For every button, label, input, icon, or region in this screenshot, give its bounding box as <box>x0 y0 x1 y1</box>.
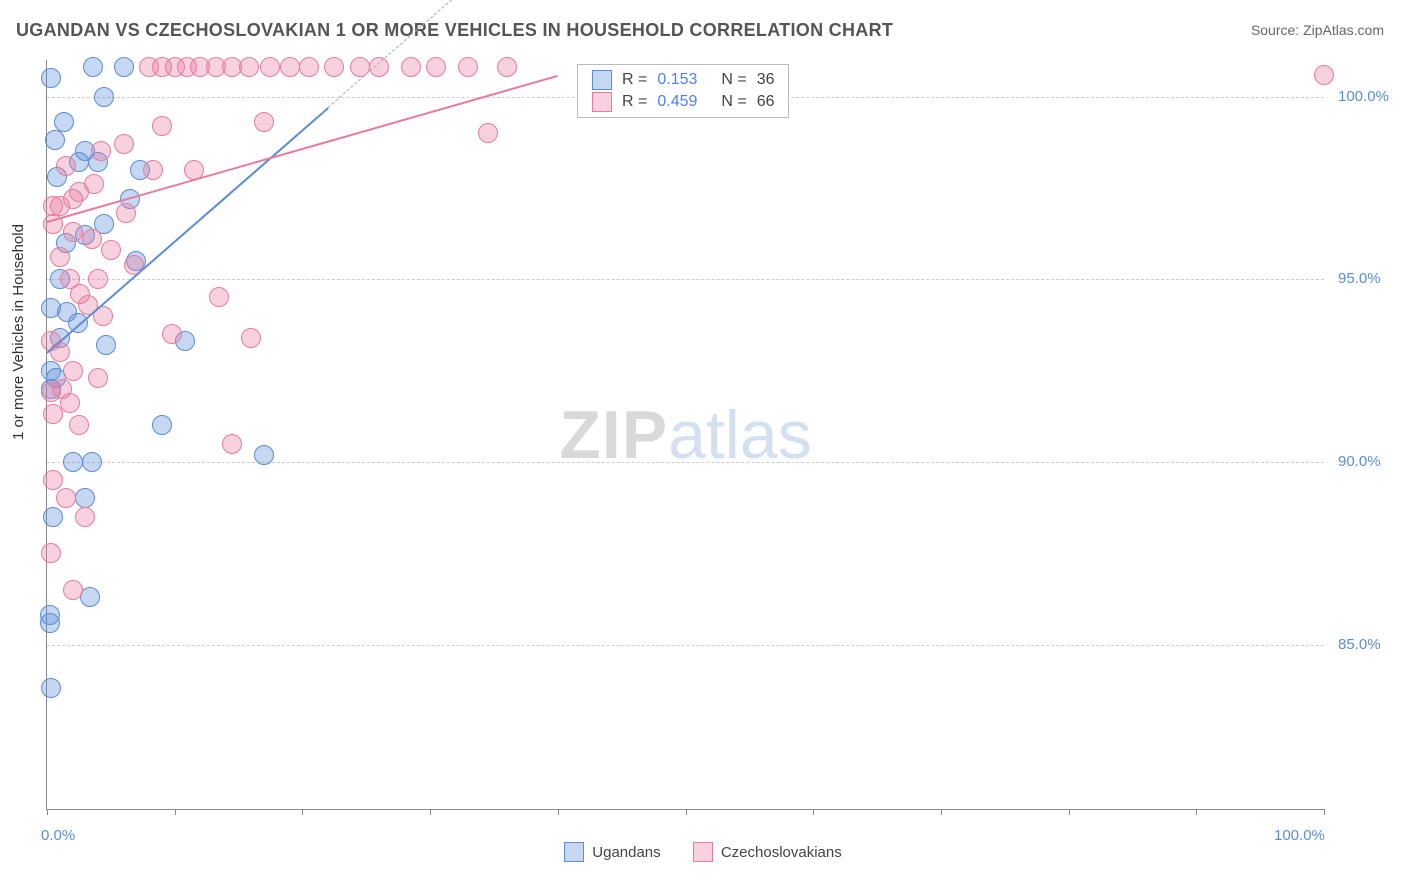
data-point <box>84 174 104 194</box>
data-point <box>241 328 261 348</box>
legend-label-ugandans: Ugandans <box>592 844 660 861</box>
data-point <box>152 116 172 136</box>
data-point <box>350 57 370 77</box>
xtick <box>558 809 559 815</box>
n-label: N = <box>721 71 746 89</box>
data-point <box>41 543 61 563</box>
data-point <box>222 434 242 454</box>
legend-item-ugandans: Ugandans <box>564 842 660 862</box>
swatch-icon <box>592 92 612 112</box>
xtick <box>1196 809 1197 815</box>
r-value: 0.153 <box>657 71 711 89</box>
xtick <box>175 809 176 815</box>
data-point <box>116 203 136 223</box>
data-point <box>82 229 102 249</box>
data-point <box>152 415 172 435</box>
data-point <box>426 57 446 77</box>
data-point <box>497 57 517 77</box>
scatter-plot: ZIPatlas 85.0%90.0%95.0%100.0%0.0%100.0%… <box>46 60 1324 810</box>
data-point <box>43 507 63 527</box>
stats-legend: R = 0.153 N = 36 R = 0.459 N = 66 <box>577 64 789 118</box>
swatch-icon <box>592 70 612 90</box>
gridline <box>47 462 1324 463</box>
xtick <box>941 809 942 815</box>
r-label: R = <box>622 93 647 111</box>
data-point <box>45 130 65 150</box>
data-point <box>88 368 108 388</box>
data-point <box>478 123 498 143</box>
trend-line <box>328 0 559 108</box>
data-point <box>56 488 76 508</box>
r-label: R = <box>622 71 647 89</box>
data-point <box>41 382 61 402</box>
data-point <box>54 112 74 132</box>
r-value: 0.459 <box>657 93 711 111</box>
data-point <box>401 57 421 77</box>
stats-legend-row: R = 0.459 N = 66 <box>578 91 788 113</box>
ytick-label: 95.0% <box>1338 270 1381 287</box>
data-point <box>75 507 95 527</box>
xtick <box>302 809 303 815</box>
series-legend: Ugandans Czechoslovakians <box>0 842 1406 866</box>
xtick <box>47 809 48 815</box>
source-label: Source: ZipAtlas.com <box>1251 22 1384 38</box>
data-point <box>69 415 89 435</box>
n-value: 66 <box>757 93 775 111</box>
data-point <box>101 240 121 260</box>
data-point <box>63 222 83 242</box>
legend-item-czech: Czechoslovakians <box>693 842 842 862</box>
legend-label-czech: Czechoslovakians <box>721 844 842 861</box>
data-point <box>91 141 111 161</box>
n-value: 36 <box>757 71 775 89</box>
ytick-label: 100.0% <box>1338 88 1389 105</box>
data-point <box>56 156 76 176</box>
data-point <box>41 68 61 88</box>
data-point <box>254 112 274 132</box>
swatch-czech <box>693 842 713 862</box>
data-point <box>43 470 63 490</box>
data-point <box>80 587 100 607</box>
data-point <box>254 445 274 465</box>
chart-title: UGANDAN VS CZECHOSLOVAKIAN 1 OR MORE VEH… <box>16 20 893 41</box>
data-point <box>60 393 80 413</box>
data-point <box>324 57 344 77</box>
stats-legend-row: R = 0.153 N = 36 <box>578 69 788 91</box>
data-point <box>458 57 478 77</box>
data-point <box>260 57 280 77</box>
data-point <box>114 57 134 77</box>
gridline <box>47 645 1324 646</box>
data-point <box>40 613 60 633</box>
data-point <box>63 361 83 381</box>
ytick-label: 85.0% <box>1338 636 1381 653</box>
data-point <box>83 57 103 77</box>
data-point <box>280 57 300 77</box>
swatch-ugandans <box>564 842 584 862</box>
data-point <box>82 452 102 472</box>
data-point <box>1314 65 1334 85</box>
data-point <box>209 287 229 307</box>
data-point <box>94 87 114 107</box>
data-point <box>41 678 61 698</box>
data-point <box>50 247 70 267</box>
data-point <box>88 269 108 289</box>
xtick <box>1069 809 1070 815</box>
data-point <box>63 452 83 472</box>
data-point <box>75 488 95 508</box>
data-point <box>63 580 83 600</box>
xtick <box>813 809 814 815</box>
xtick <box>430 809 431 815</box>
n-label: N = <box>721 93 746 111</box>
ytick-label: 90.0% <box>1338 453 1381 470</box>
data-point <box>114 134 134 154</box>
gridline <box>47 279 1324 280</box>
data-point <box>143 160 163 180</box>
xtick <box>1324 809 1325 815</box>
data-point <box>96 335 116 355</box>
data-point <box>43 404 63 424</box>
xtick <box>686 809 687 815</box>
y-axis-label: 1 or more Vehicles in Household <box>10 224 27 440</box>
data-point <box>299 57 319 77</box>
